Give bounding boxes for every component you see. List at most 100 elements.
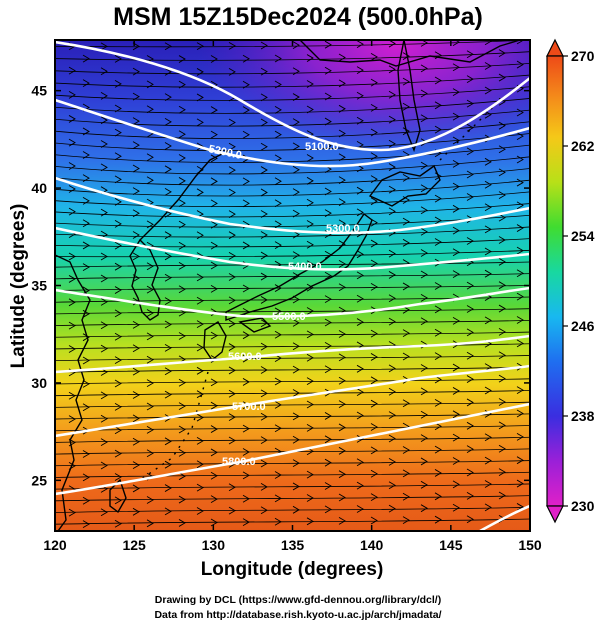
wind-arrow xyxy=(274,220,282,229)
wind-arrow xyxy=(338,330,346,338)
wind-arrow xyxy=(402,77,410,86)
wind-arrow xyxy=(370,218,378,227)
wind-arrow xyxy=(434,76,442,85)
wind-arrow xyxy=(452,433,460,442)
wind-arrow xyxy=(434,515,442,524)
wind-arrow xyxy=(402,102,410,111)
wind-arrow xyxy=(292,67,300,76)
wind-arrow xyxy=(370,52,378,61)
wind-arrow xyxy=(434,172,442,181)
wind-arrow xyxy=(434,101,442,110)
wind-arrow xyxy=(274,177,282,186)
wind-arrow xyxy=(324,117,332,126)
wind-arrow xyxy=(516,386,524,394)
wind-arrow xyxy=(484,62,492,70)
colorbar-scale xyxy=(546,55,564,507)
wind-arrow xyxy=(324,435,332,444)
wind-arrow xyxy=(114,175,122,184)
wind-arrow xyxy=(164,165,172,174)
wind-arrow xyxy=(466,351,474,360)
contour-labels: 5100.0 5200.0 5300.0 5400.0 5500.0 5600.… xyxy=(207,141,359,468)
wind-arrow xyxy=(164,273,172,282)
wind-arrow xyxy=(452,248,460,257)
wind-arrow xyxy=(306,283,314,292)
wind-arrow xyxy=(434,445,442,454)
x-tick-label: 125 xyxy=(122,537,146,553)
streamline xyxy=(55,238,530,248)
wind-arrow xyxy=(388,317,396,326)
wind-arrow xyxy=(228,483,236,492)
wind-arrow xyxy=(114,402,122,411)
wind-arrow xyxy=(484,503,492,512)
wind-arrow xyxy=(242,471,250,480)
wind-arrow xyxy=(82,79,90,88)
wind-arrow xyxy=(452,88,460,97)
colorbar-ticks: 230 238 246 254 262 270 xyxy=(563,48,595,514)
contour-label-5800: 5800.0 xyxy=(222,456,256,468)
wind-arrow xyxy=(82,403,90,412)
wind-arrow xyxy=(146,449,154,458)
wind-arrow xyxy=(178,177,186,185)
wind-arrow xyxy=(388,271,396,279)
wind-arrow xyxy=(274,154,282,163)
wind-arrow xyxy=(388,139,396,148)
wind-arrow xyxy=(68,508,76,517)
wind-arrow xyxy=(68,91,76,99)
wind-arrow xyxy=(306,154,314,162)
wind-arrow xyxy=(420,249,428,257)
y-tick-label: 25 xyxy=(31,472,47,488)
wind-arrow xyxy=(292,505,300,514)
wind-arrow xyxy=(370,128,378,137)
wind-arrow xyxy=(420,387,428,396)
wind-arrow xyxy=(178,495,186,504)
wind-arrow xyxy=(420,317,428,326)
y-tick-label: 30 xyxy=(31,375,47,391)
wind-arrow xyxy=(388,163,396,171)
wind-arrow xyxy=(356,208,364,217)
wind-arrow xyxy=(274,517,282,526)
wind-arrow xyxy=(114,128,122,137)
wind-arrow xyxy=(484,480,492,488)
wind-arrow xyxy=(274,241,282,250)
colorbar-tick-label: 230 xyxy=(571,498,595,514)
contour-5400 xyxy=(55,226,530,271)
credit-drawing: Drawing by DCL (https://www.gfd-dennou.o… xyxy=(155,594,441,606)
wind-arrow xyxy=(196,93,204,102)
streamline xyxy=(55,413,530,420)
wind-arrow xyxy=(146,176,154,185)
wind-arrow xyxy=(242,284,250,293)
wind-arrow xyxy=(516,409,524,418)
streamline xyxy=(55,121,530,139)
wind-arrow xyxy=(114,449,122,458)
streamline xyxy=(55,156,530,175)
wind-arrow xyxy=(434,238,442,246)
wind-arrow xyxy=(274,471,282,479)
wind-arrow xyxy=(260,166,268,174)
wind-arrow xyxy=(402,352,410,361)
wind-arrow xyxy=(306,80,314,88)
wind-arrow xyxy=(324,187,332,196)
wind-arrow xyxy=(498,468,506,477)
wind-arrow xyxy=(178,285,186,294)
wind-arrow xyxy=(420,457,428,466)
wind-arrow xyxy=(146,285,154,294)
wind-arrow xyxy=(466,147,474,156)
wind-arrow xyxy=(388,90,396,99)
streamline xyxy=(55,179,530,197)
coastline-korea xyxy=(129,238,161,321)
wind-arrow xyxy=(82,520,90,528)
wind-arrow xyxy=(338,446,346,455)
wind-arrow xyxy=(324,412,332,420)
wind-arrow xyxy=(370,239,378,248)
wind-arrow xyxy=(338,219,346,228)
wind-arrow xyxy=(228,366,236,375)
streamline xyxy=(55,284,530,291)
wind-arrow xyxy=(242,424,250,433)
wind-arrow xyxy=(196,42,204,50)
wind-arrow xyxy=(338,493,346,502)
wind-arrow xyxy=(498,374,506,383)
wind-arrow xyxy=(68,252,76,261)
wind-arrow xyxy=(260,231,268,239)
wind-arrow xyxy=(114,262,122,271)
